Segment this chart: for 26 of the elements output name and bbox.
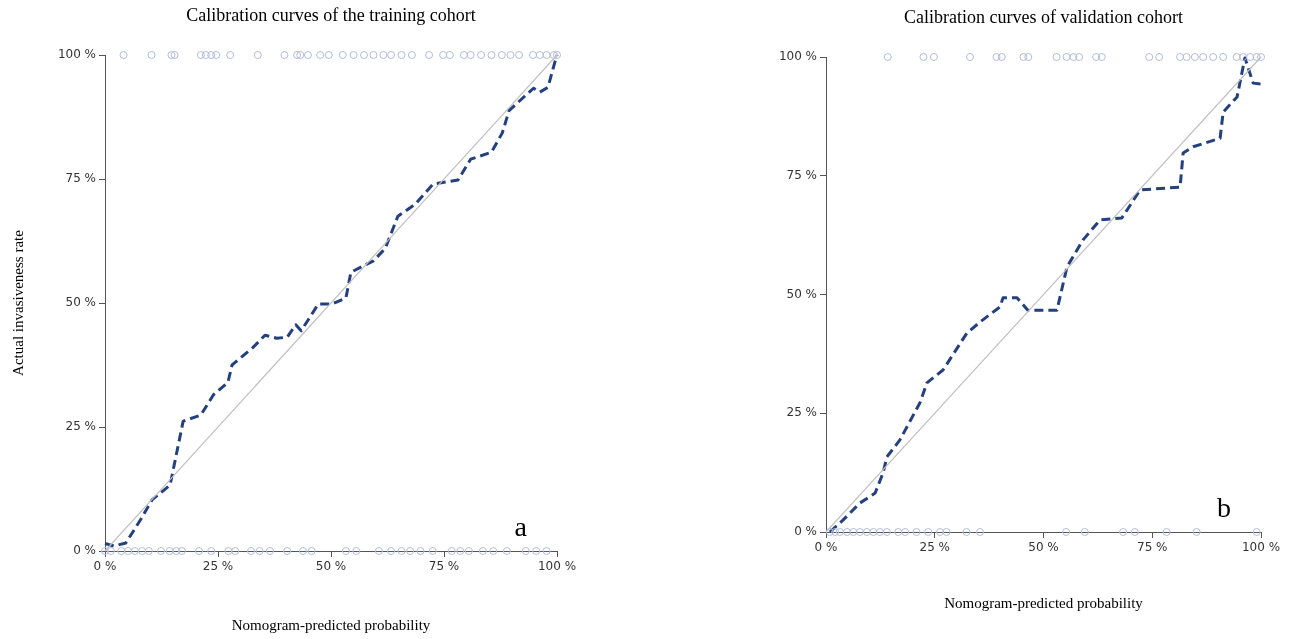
y-tick-label: 100 % (778, 49, 817, 64)
annotation: b (1217, 492, 1231, 524)
x-tick-label: 75 % (428, 559, 460, 574)
x-tick-label: 100 % (537, 559, 577, 574)
y-tick-label: 75 % (65, 171, 96, 186)
x-tick-label: 0 % (814, 540, 838, 555)
x-tick-label: 25 % (919, 540, 950, 555)
y-tick-label: 50 % (786, 286, 817, 301)
x-tick-label: 75 % (1137, 540, 1168, 555)
y-tick-label: 50 % (65, 295, 96, 310)
x-tick-label: 25 % (202, 559, 234, 574)
x-tick-label: 0 % (93, 559, 117, 574)
y-tick-label: 75 % (786, 167, 817, 182)
x-axis-title: Nomogram-predicted probability (231, 616, 431, 633)
y-tick-label: 25 % (786, 405, 817, 420)
chart-title: Calibration curves of the training cohort (186, 4, 476, 25)
chart-title: Calibration curves of validation cohort (904, 6, 1183, 27)
annotation: a (514, 511, 528, 543)
y-axis-title: Actual invasiveness rate (9, 229, 26, 376)
x-tick-label: 100 % (1241, 540, 1281, 555)
x-axis-title: Nomogram-predicted probability (944, 594, 1144, 611)
x-tick-label: 50 % (1028, 540, 1059, 555)
y-tick-label: 0 % (794, 524, 817, 539)
x-tick-label: 50 % (315, 559, 347, 574)
y-tick-label: 100 % (57, 47, 96, 62)
y-tick-label: 25 % (65, 419, 96, 434)
